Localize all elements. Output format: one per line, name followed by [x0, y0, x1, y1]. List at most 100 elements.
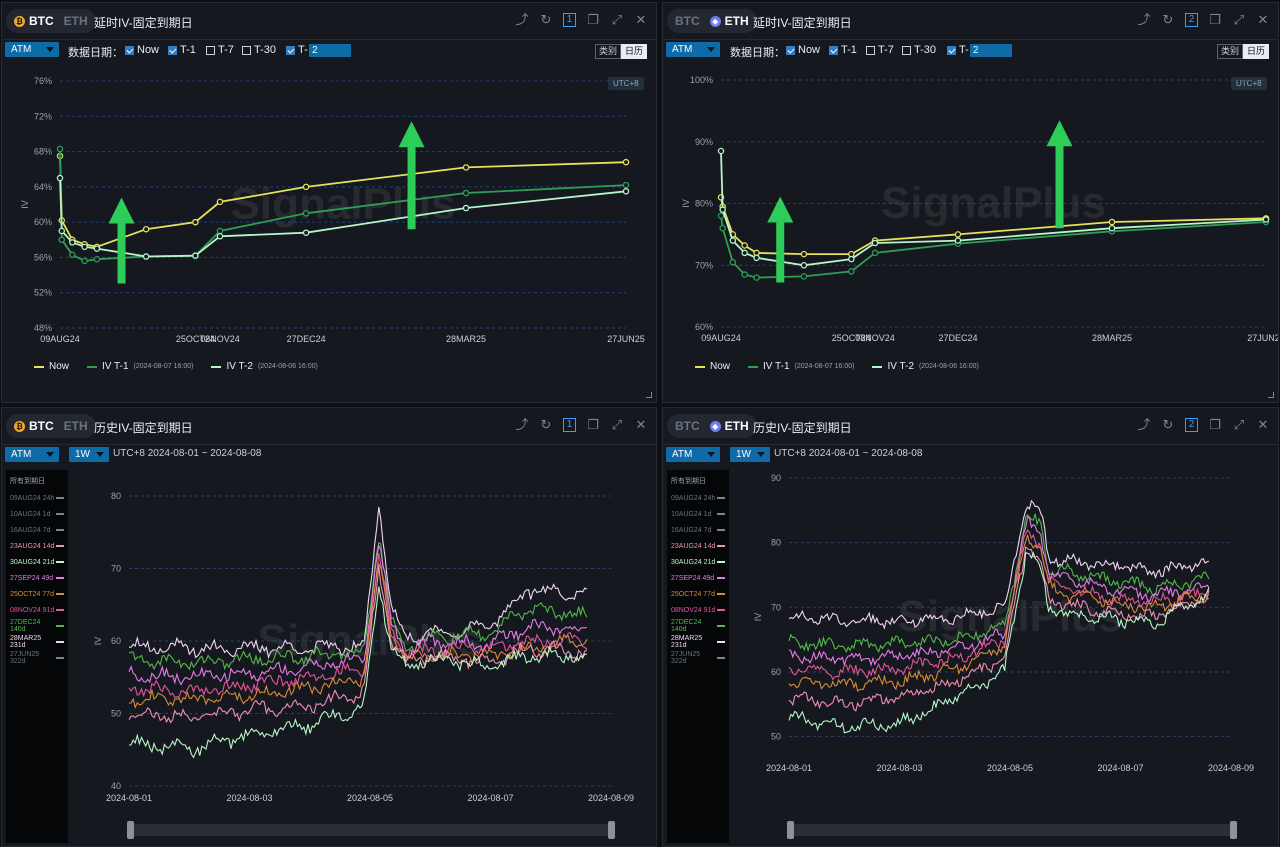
- link-group-badge[interactable]: 2: [1185, 13, 1198, 27]
- expiry-item[interactable]: 27JUN25 322d: [667, 650, 729, 666]
- coin-btc[interactable]: BTC: [673, 14, 702, 28]
- coin-eth[interactable]: ETH: [62, 14, 90, 28]
- check-now[interactable]: Now: [786, 44, 820, 56]
- expiry-item[interactable]: 23AUG24 14d: [6, 538, 68, 554]
- check-t7[interactable]: T-7: [206, 44, 234, 56]
- copy-icon[interactable]: ❐: [587, 417, 599, 432]
- external-link-icon[interactable]: ⤴: [1137, 417, 1151, 432]
- copy-icon[interactable]: ❐: [1209, 12, 1221, 27]
- period-select[interactable]: 1W: [69, 447, 109, 462]
- view-category-button[interactable]: 类别: [1217, 44, 1244, 59]
- coin-label: ETH: [63, 419, 88, 433]
- check-t30[interactable]: T-30: [242, 44, 276, 56]
- coin-toggle[interactable]: BTC ◆ ETH: [667, 9, 757, 33]
- check-tn[interactable]: T-: [286, 44, 308, 56]
- close-icon[interactable]: ✕: [635, 12, 647, 27]
- expiry-item[interactable]: 27DEC24 140d: [667, 618, 729, 634]
- expiry-item[interactable]: 30AUG24 21d: [6, 554, 68, 570]
- legend-t2[interactable]: IV T-2 (2024-08-06 16:00): [872, 361, 979, 372]
- coin-btc[interactable]: BTC: [673, 419, 702, 433]
- view-category-button[interactable]: 类别: [595, 44, 622, 59]
- expiry-item[interactable]: 27SEP24 49d: [667, 570, 729, 586]
- legend-now[interactable]: Now: [695, 361, 730, 372]
- scroll-handle-right[interactable]: [608, 821, 615, 839]
- time-range-scrollbar[interactable]: [127, 821, 615, 839]
- legend-label: IV T-1: [763, 361, 790, 372]
- legend-t1[interactable]: IV T-1 (2024-08-07 16:00): [87, 361, 193, 372]
- t-days-input[interactable]: 2: [309, 44, 351, 57]
- coin-toggle[interactable]: ₿ BTC ETH: [6, 9, 96, 33]
- expiry-item[interactable]: 10AUG24 1d: [6, 506, 68, 522]
- close-icon[interactable]: ✕: [635, 417, 647, 432]
- expiry-item[interactable]: 28MAR25 231d: [6, 634, 68, 650]
- external-link-icon[interactable]: ⤴: [515, 417, 529, 432]
- check-t1[interactable]: T-1: [829, 44, 857, 56]
- link-group-badge[interactable]: 1: [563, 418, 576, 432]
- expiry-item[interactable]: 08NOV24 91d: [6, 602, 68, 618]
- atm-select[interactable]: ATM: [666, 42, 720, 57]
- resize-handle-icon[interactable]: [1268, 392, 1274, 398]
- external-link-icon[interactable]: ⤴: [1137, 12, 1151, 27]
- refresh-icon[interactable]: ↻: [540, 417, 552, 432]
- refresh-icon[interactable]: ↻: [1162, 12, 1174, 27]
- t-days-input[interactable]: 2: [970, 44, 1012, 57]
- close-icon[interactable]: ✕: [1257, 12, 1269, 27]
- coin-eth[interactable]: ◆ ETH: [708, 419, 751, 433]
- coin-toggle[interactable]: ₿ BTC ETH: [6, 414, 96, 438]
- copy-icon[interactable]: ❐: [1209, 417, 1221, 432]
- time-range-scrollbar[interactable]: [787, 821, 1237, 839]
- check-label: T-30: [914, 44, 937, 56]
- resize-handle-icon[interactable]: [646, 392, 652, 398]
- external-link-icon[interactable]: ⤴: [515, 12, 529, 27]
- atm-select[interactable]: ATM: [5, 42, 59, 57]
- link-group-badge[interactable]: 1: [563, 13, 576, 27]
- coin-btc[interactable]: ₿ BTC: [12, 419, 56, 433]
- coin-eth[interactable]: ETH: [62, 419, 90, 433]
- expiry-item[interactable]: 16AUG24 7d: [6, 522, 68, 538]
- close-icon[interactable]: ✕: [1257, 417, 1269, 432]
- scroll-handle-right[interactable]: [1230, 821, 1237, 839]
- expiry-item[interactable]: 10AUG24 1d: [667, 506, 729, 522]
- expand-icon[interactable]: ⤢: [611, 417, 623, 432]
- check-t7[interactable]: T-7: [866, 44, 894, 56]
- view-calendar-button[interactable]: 日历: [621, 44, 648, 59]
- scroll-handle-left[interactable]: [127, 821, 134, 839]
- expiry-item[interactable]: 16AUG24 7d: [667, 522, 729, 538]
- atm-select[interactable]: ATM: [5, 447, 59, 462]
- check-t30[interactable]: T-30: [902, 44, 936, 56]
- legend-t2[interactable]: IV T-2 (2024-08-06 16:00): [211, 361, 318, 372]
- expiry-item[interactable]: 08NOV24 91d: [667, 602, 729, 618]
- coin-toggle[interactable]: BTC ◆ ETH: [667, 414, 757, 438]
- refresh-icon[interactable]: ↻: [540, 12, 552, 27]
- period-select[interactable]: 1W: [730, 447, 770, 462]
- date-range[interactable]: UTC+8 2024-08-01 ~ 2024-08-08: [113, 448, 262, 459]
- check-t1[interactable]: T-1: [168, 44, 196, 56]
- scroll-handle-left[interactable]: [787, 821, 794, 839]
- expand-icon[interactable]: ⤢: [1233, 12, 1245, 27]
- expiry-item[interactable]: 25OCT24 77d: [667, 586, 729, 602]
- expiry-item[interactable]: 27JUN25 322d: [6, 650, 68, 666]
- expiry-item[interactable]: 27DEC24 140d: [6, 618, 68, 634]
- expiry-item[interactable]: 30AUG24 21d: [667, 554, 729, 570]
- legend-now[interactable]: Now: [34, 361, 69, 372]
- expand-icon[interactable]: ⤢: [1233, 417, 1245, 432]
- legend-t1[interactable]: IV T-1 (2024-08-07 16:00): [748, 361, 854, 372]
- check-now[interactable]: Now: [125, 44, 159, 56]
- link-group-badge[interactable]: 2: [1185, 418, 1198, 432]
- copy-icon[interactable]: ❐: [587, 12, 599, 27]
- expiry-item[interactable]: 27SEP24 49d: [6, 570, 68, 586]
- coin-btc[interactable]: ₿ BTC: [12, 14, 56, 28]
- refresh-icon[interactable]: ↻: [1162, 417, 1174, 432]
- expiry-item[interactable]: 28MAR25 231d: [667, 634, 729, 650]
- expiry-item[interactable]: 23AUG24 14d: [667, 538, 729, 554]
- expiry-item[interactable]: 09AUG24 24h: [6, 490, 68, 506]
- date-range[interactable]: UTC+8 2024-08-01 ~ 2024-08-08: [774, 448, 923, 459]
- atm-select[interactable]: ATM: [666, 447, 720, 462]
- check-tn[interactable]: T-: [947, 44, 969, 56]
- expiry-item[interactable]: 25OCT24 77d: [6, 586, 68, 602]
- expand-icon[interactable]: ⤢: [611, 12, 623, 27]
- coin-eth[interactable]: ◆ ETH: [708, 14, 751, 28]
- view-calendar-button[interactable]: 日历: [1243, 44, 1270, 59]
- expiry-item[interactable]: 09AUG24 24h: [667, 490, 729, 506]
